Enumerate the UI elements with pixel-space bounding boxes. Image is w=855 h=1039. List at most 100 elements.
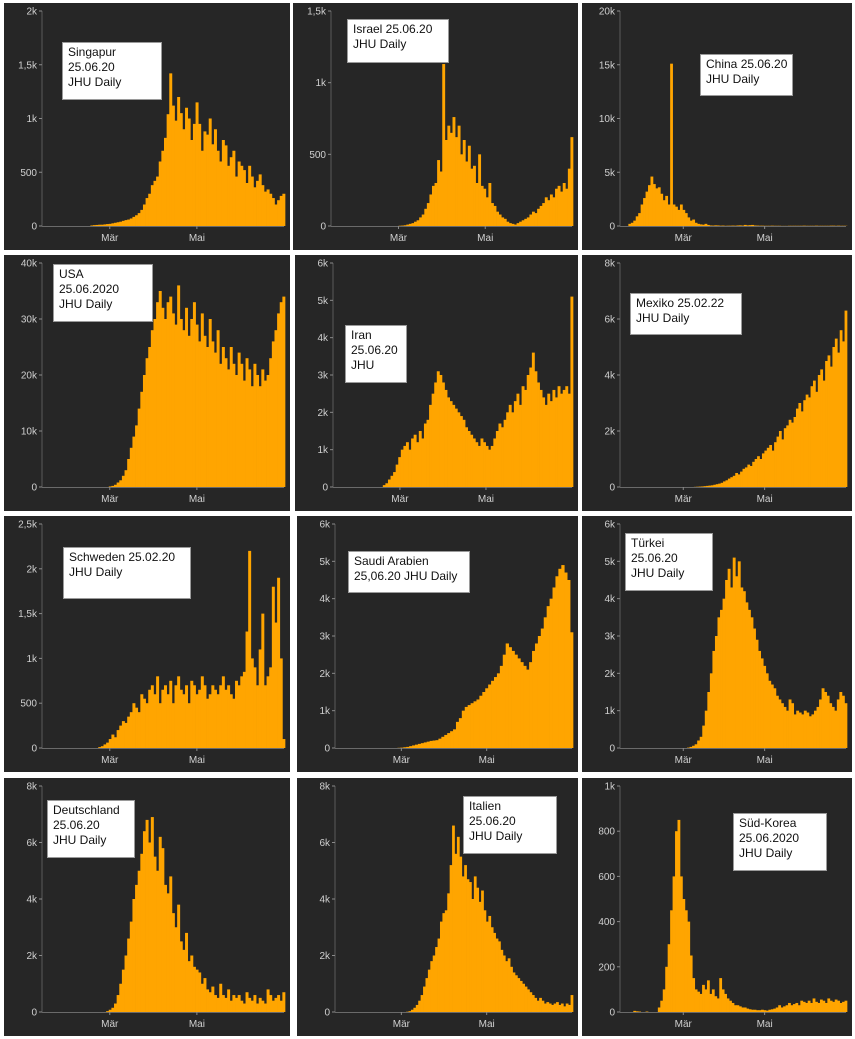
- bar: [844, 310, 848, 487]
- bar: [119, 725, 123, 748]
- bar: [714, 996, 718, 1012]
- bar: [473, 701, 477, 748]
- y-tick-label: 20k: [21, 371, 38, 382]
- bar: [140, 209, 144, 227]
- bar: [510, 966, 513, 1012]
- bar: [757, 456, 760, 487]
- y-tick-label: 2k: [26, 7, 38, 18]
- bar: [735, 576, 739, 748]
- bar: [702, 224, 705, 226]
- bar: [477, 445, 481, 487]
- bar: [836, 699, 840, 748]
- chart-label-box: Saudi Arabien 25,06.20 JHU Daily: [348, 551, 470, 593]
- bar: [687, 921, 691, 1012]
- bar: [660, 1000, 664, 1012]
- bar: [537, 636, 542, 748]
- y-tick-label: 0: [324, 744, 330, 755]
- bar: [211, 685, 215, 748]
- x-tick-label: Mai: [189, 494, 205, 505]
- bar: [95, 224, 99, 226]
- bar: [517, 658, 521, 748]
- bar: [403, 445, 407, 487]
- bar: [111, 734, 115, 748]
- bar: [274, 997, 278, 1013]
- bar: [534, 997, 538, 1013]
- bar: [437, 160, 441, 226]
- bar: [800, 411, 804, 487]
- bar: [229, 347, 233, 487]
- bar: [211, 986, 215, 1012]
- y-tick-label: 5k: [604, 168, 616, 179]
- bar: [153, 180, 157, 226]
- bar: [208, 319, 212, 487]
- bar: [132, 703, 136, 748]
- bar: [710, 485, 714, 487]
- bar: [465, 161, 469, 226]
- bar: [820, 369, 824, 487]
- bar: [258, 174, 262, 226]
- bar: [127, 938, 131, 1012]
- bar: [256, 1003, 260, 1012]
- bar: [706, 980, 710, 1012]
- bar: [758, 650, 762, 748]
- bar: [706, 485, 709, 487]
- bar: [121, 220, 125, 226]
- bar: [413, 1007, 417, 1012]
- bar: [731, 1002, 735, 1012]
- bar: [456, 836, 460, 1012]
- bar: [461, 710, 466, 748]
- bar: [185, 685, 189, 748]
- bar: [282, 193, 286, 226]
- bar: [132, 436, 136, 487]
- bar: [537, 382, 540, 487]
- bar: [166, 893, 170, 1012]
- bar: [790, 1005, 794, 1012]
- chart-label-line: Saudi Arabien: [354, 554, 429, 568]
- y-tick-label: 40k: [21, 259, 38, 270]
- chart-label-line: 25.06.20: [53, 818, 100, 832]
- bar: [743, 1007, 747, 1012]
- bar: [261, 1000, 265, 1012]
- x-tick-label: Mai: [757, 233, 773, 244]
- x-tick-label: Mai: [189, 755, 205, 766]
- bar: [420, 743, 425, 748]
- bar: [670, 63, 673, 227]
- bar: [748, 225, 752, 226]
- bar: [704, 710, 708, 748]
- y-tick-label: 2k: [604, 427, 616, 438]
- bar: [171, 313, 175, 487]
- bar: [553, 1003, 557, 1012]
- bar: [408, 1011, 412, 1012]
- bar: [761, 453, 765, 487]
- bar: [269, 358, 273, 487]
- chart-label-box: Singapur 25.06.20 JHU Daily: [62, 42, 162, 100]
- bar: [565, 1003, 569, 1012]
- bar: [679, 876, 683, 1012]
- y-tick-label: 0: [322, 483, 328, 494]
- bar: [478, 901, 482, 1012]
- bar: [667, 204, 671, 226]
- bar: [140, 391, 144, 487]
- bar: [797, 1005, 801, 1012]
- bar: [470, 434, 474, 487]
- y-tick-label: 6k: [604, 520, 616, 531]
- bar: [261, 369, 265, 487]
- bar-chart: 40k 30k 20k 10k 0 Mär Mai: [21, 259, 286, 505]
- bar: [429, 740, 433, 748]
- bar: [483, 910, 487, 1012]
- bar: [810, 1002, 813, 1012]
- bar: [211, 341, 215, 487]
- bar: [697, 740, 701, 748]
- bar: [761, 1009, 764, 1012]
- y-tick-label: 6k: [26, 838, 38, 849]
- bar: [832, 347, 836, 487]
- bar: [145, 819, 149, 1012]
- bar: [430, 961, 434, 1012]
- bar: [398, 457, 402, 487]
- y-tick-label: 3k: [319, 632, 331, 643]
- chart-label-line: JHU Daily: [706, 72, 760, 86]
- y-tick-label: 1,5k: [307, 7, 327, 18]
- y-tick-label: 3k: [317, 371, 329, 382]
- bar: [423, 986, 426, 1012]
- bar: [752, 461, 756, 487]
